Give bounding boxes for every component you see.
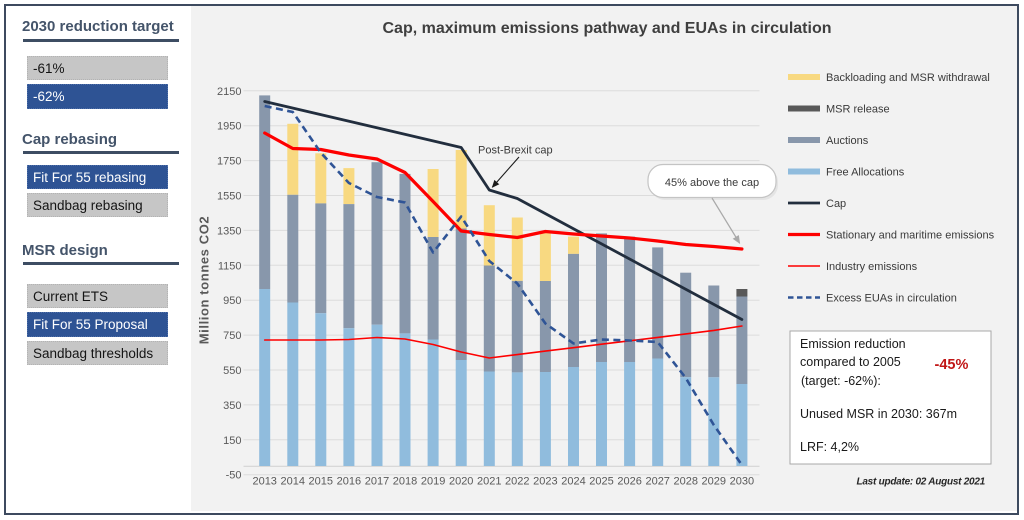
svg-text:Million tonnes CO2: Million tonnes CO2: [197, 216, 212, 345]
svg-text:Cap: Cap: [826, 198, 846, 210]
svg-text:Free Allocations: Free Allocations: [826, 167, 905, 179]
svg-text:LRF: 4,2%: LRF: 4,2%: [800, 440, 859, 454]
svg-text:150: 150: [223, 435, 241, 447]
svg-text:2027: 2027: [645, 476, 669, 488]
svg-text:2014: 2014: [281, 476, 305, 488]
svg-text:2013: 2013: [252, 476, 276, 488]
svg-text:2029: 2029: [702, 476, 726, 488]
svg-text:750: 750: [223, 330, 241, 342]
svg-text:2022: 2022: [505, 476, 529, 488]
svg-text:2020: 2020: [449, 476, 473, 488]
svg-text:2016: 2016: [337, 476, 361, 488]
svg-text:Emission reduction: Emission reduction: [800, 337, 906, 351]
svg-text:2025: 2025: [589, 476, 613, 488]
svg-text:Unused MSR in 2030: 367m: Unused MSR in 2030: 367m: [800, 407, 957, 421]
svg-text:2015: 2015: [309, 476, 333, 488]
svg-text:-45%: -45%: [935, 357, 969, 373]
svg-text:Stationary and maritime emissi: Stationary and maritime emissions: [826, 230, 995, 242]
svg-text:Last update: 02 August 2021: Last update: 02 August 2021: [857, 477, 986, 488]
svg-text:Auctions: Auctions: [826, 135, 869, 147]
svg-text:MSR release: MSR release: [826, 104, 890, 116]
svg-text:-50: -50: [226, 470, 242, 482]
svg-text:(target: -62%):: (target: -62%):: [801, 374, 881, 388]
svg-text:1950: 1950: [217, 121, 241, 133]
svg-text:350: 350: [223, 400, 241, 412]
svg-text:compared to 2005: compared to 2005: [800, 355, 901, 369]
svg-text:1350: 1350: [217, 225, 241, 237]
svg-text:Backloading and MSR withdrawal: Backloading and MSR withdrawal: [826, 72, 990, 84]
svg-text:1750: 1750: [217, 156, 241, 168]
svg-text:2021: 2021: [477, 476, 501, 488]
svg-text:550: 550: [223, 365, 241, 377]
svg-text:2019: 2019: [421, 476, 445, 488]
svg-text:2150: 2150: [217, 86, 241, 98]
svg-text:1550: 1550: [217, 191, 241, 203]
svg-text:2018: 2018: [393, 476, 417, 488]
svg-text:1150: 1150: [218, 260, 242, 272]
svg-text:2028: 2028: [674, 476, 698, 488]
svg-text:2026: 2026: [617, 476, 641, 488]
svg-text:Industry emissions: Industry emissions: [826, 261, 918, 273]
svg-text:2017: 2017: [365, 476, 389, 488]
svg-text:2030: 2030: [730, 476, 754, 488]
svg-text:2024: 2024: [561, 476, 585, 488]
svg-text:Excess EUAs in circulation: Excess EUAs in circulation: [826, 293, 957, 305]
svg-text:2023: 2023: [533, 476, 557, 488]
svg-text:45% above the cap: 45% above the cap: [665, 177, 759, 189]
svg-text:Post-Brexit cap: Post-Brexit cap: [478, 145, 553, 157]
svg-text:950: 950: [223, 295, 241, 307]
